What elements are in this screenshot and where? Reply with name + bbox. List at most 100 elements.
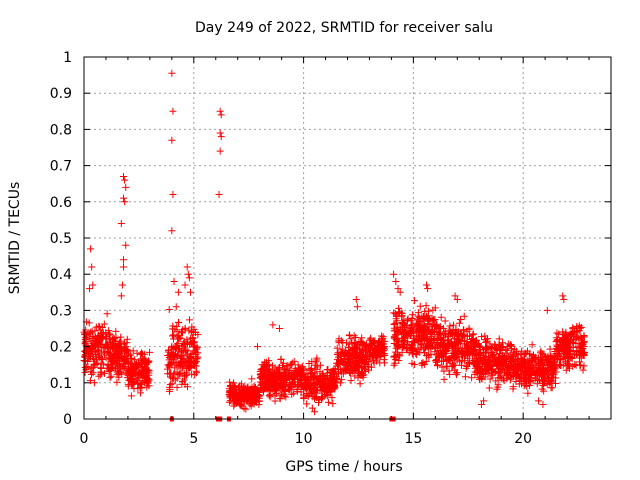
data-point (120, 256, 128, 264)
data-point (88, 364, 96, 372)
data-point (226, 378, 234, 386)
data-point (178, 328, 186, 336)
data-point (175, 319, 183, 327)
y-axis-label: SRMTID / TECUs (7, 182, 23, 295)
data-point (392, 277, 400, 285)
data-point (168, 325, 176, 333)
data-point (99, 334, 107, 342)
data-point (121, 176, 129, 184)
data-point (115, 350, 123, 358)
data-point (127, 359, 135, 367)
data-point (122, 241, 130, 249)
data-point (269, 321, 277, 329)
data-point (329, 400, 337, 408)
data-point (94, 347, 102, 355)
data-point (95, 322, 103, 330)
data-point (128, 354, 136, 362)
data-point (216, 129, 224, 137)
data-point (140, 367, 148, 375)
data-point (191, 338, 199, 346)
data-point (242, 405, 250, 413)
data-point (539, 401, 547, 409)
data-point (443, 363, 451, 371)
data-point (174, 288, 182, 296)
data-point (328, 394, 336, 402)
y-tick-label: 1 (63, 50, 72, 66)
x-tick-label: 20 (514, 431, 532, 447)
data-point (166, 381, 174, 389)
chart-title: Day 249 of 2022, SRMTID for receiver sal… (195, 20, 493, 36)
data-point (165, 362, 173, 370)
data-point (168, 227, 176, 235)
data-point (193, 343, 201, 351)
data-point (255, 394, 263, 402)
data-point (217, 111, 225, 119)
data-point (120, 263, 128, 271)
data-point (145, 369, 153, 377)
data-point (91, 336, 99, 344)
data-point (135, 359, 143, 367)
data-point (126, 351, 134, 359)
data-point (169, 107, 177, 115)
data-point (86, 377, 94, 385)
data-point (112, 327, 120, 335)
data-point (171, 364, 179, 372)
data-point (169, 351, 177, 359)
data-point (240, 389, 248, 397)
data-point (176, 369, 184, 377)
x-axis-label: GPS time / hours (285, 459, 402, 475)
y-tick-label: 0 (63, 412, 72, 428)
data-point (123, 346, 131, 354)
data-point (105, 336, 113, 344)
data-point (102, 341, 110, 349)
data-point (460, 312, 468, 320)
data-point (237, 401, 245, 409)
data-point (238, 380, 246, 388)
data-point (356, 380, 364, 388)
data-point (238, 395, 246, 403)
data-point (124, 382, 132, 390)
data-point (187, 353, 195, 361)
data-point (142, 373, 150, 381)
data-point (98, 355, 106, 363)
data-point (113, 347, 121, 355)
data-point (168, 136, 176, 144)
data-point (114, 353, 122, 361)
data-point (122, 183, 130, 191)
y-tick-label: 0.7 (50, 159, 72, 175)
data-point (178, 377, 186, 385)
data-point (81, 331, 89, 339)
data-point (248, 375, 256, 383)
data-point (186, 316, 194, 324)
data-point (103, 347, 111, 355)
data-point (275, 325, 283, 332)
data-point (185, 274, 193, 282)
data-point (191, 371, 199, 379)
data-point (85, 349, 93, 357)
x-tick-label: 15 (404, 431, 422, 447)
data-point (181, 325, 189, 333)
data-point (194, 331, 202, 339)
data-point (170, 277, 178, 285)
data-point (87, 245, 95, 253)
data-point (185, 327, 193, 335)
data-point (123, 335, 131, 343)
data-point (173, 383, 181, 391)
data-point (173, 353, 181, 361)
data-point (164, 361, 172, 369)
data-point (324, 398, 332, 406)
data-point (125, 376, 133, 384)
data-point (102, 354, 110, 362)
data-point (105, 330, 113, 338)
data-point (137, 381, 145, 389)
data-point (89, 344, 97, 352)
data-point (560, 296, 568, 304)
data-point (184, 363, 192, 371)
data-point (103, 310, 111, 318)
data-point (175, 371, 183, 379)
data-point (117, 292, 125, 300)
data-point (89, 333, 97, 341)
y-tick-label: 0.5 (50, 231, 72, 247)
data-point (455, 319, 463, 327)
data-point (92, 355, 100, 363)
